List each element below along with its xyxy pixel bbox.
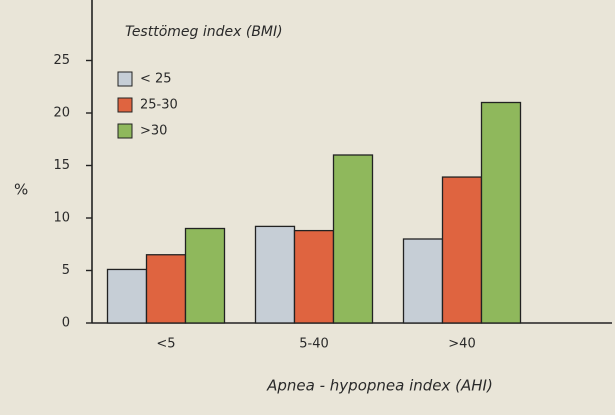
bar [332, 154, 374, 324]
legend-swatch [117, 123, 133, 139]
y-tick-label: 5 [62, 263, 70, 278]
bar [145, 254, 187, 324]
bar [254, 225, 296, 324]
y-axis-label: % [14, 181, 28, 199]
x-tick-label: >40 [448, 337, 475, 352]
y-tick-label: 25 [53, 53, 70, 68]
x-tick-label: 5-40 [299, 337, 329, 352]
bar [441, 176, 483, 324]
legend-label: 25-30 [140, 98, 178, 113]
y-tick-label: 20 [53, 106, 70, 121]
bar [106, 268, 148, 324]
bar [184, 227, 226, 324]
x-axis-label: Apnea - hypopnea index (AHI) [266, 377, 493, 395]
y-tick-label: 10 [53, 211, 70, 226]
x-tick-label: <5 [156, 337, 175, 352]
legend-label: < 25 [140, 72, 172, 87]
bar [293, 229, 335, 324]
legend-title: Testtömeg index (BMI) [125, 24, 283, 40]
y-tick-label: 0 [62, 316, 70, 331]
legend-label: >30 [140, 124, 167, 139]
legend-swatch [117, 71, 133, 87]
bar [402, 238, 444, 324]
legend-swatch [117, 97, 133, 113]
y-tick-label: 15 [53, 158, 70, 173]
bar [480, 101, 522, 324]
